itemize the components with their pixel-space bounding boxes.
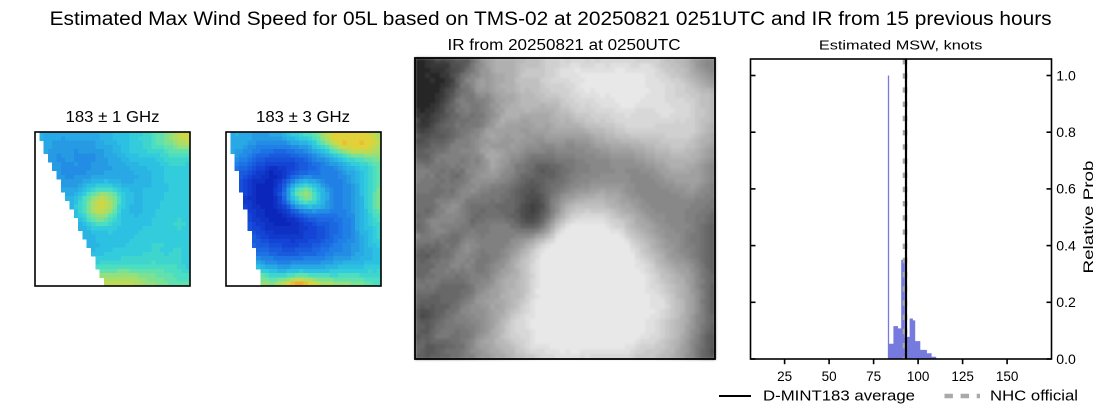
svg-text:0.2: 0.2	[1056, 295, 1076, 310]
svg-text:D-MINT183 average: D-MINT183 average	[763, 389, 915, 405]
svg-text:Estimated Max Wind Speed for 0: Estimated Max Wind Speed for 05L based o…	[50, 9, 1052, 30]
svg-text:0.0: 0.0	[1056, 352, 1076, 367]
svg-text:NHC official: NHC official	[990, 389, 1078, 405]
svg-text:183 ± 1 GHz: 183 ± 1 GHz	[66, 109, 160, 126]
svg-text:125: 125	[951, 369, 974, 384]
svg-text:Estimated MSW, knots: Estimated MSW, knots	[819, 38, 983, 53]
svg-text:150: 150	[996, 369, 1019, 384]
svg-text:IR from 20250821 at 0250UTC: IR from 20250821 at 0250UTC	[448, 37, 681, 54]
svg-text:0.4: 0.4	[1056, 238, 1076, 253]
svg-text:1.0: 1.0	[1056, 68, 1076, 83]
svg-text:Relative Prob: Relative Prob	[1081, 161, 1096, 274]
svg-text:75: 75	[866, 369, 881, 384]
svg-text:100: 100	[907, 369, 930, 384]
svg-text:25: 25	[777, 369, 792, 384]
svg-text:183 ± 3 GHz: 183 ± 3 GHz	[256, 109, 350, 126]
svg-text:0.8: 0.8	[1056, 125, 1076, 140]
svg-text:50: 50	[822, 369, 837, 384]
svg-text:0.6: 0.6	[1056, 182, 1076, 197]
